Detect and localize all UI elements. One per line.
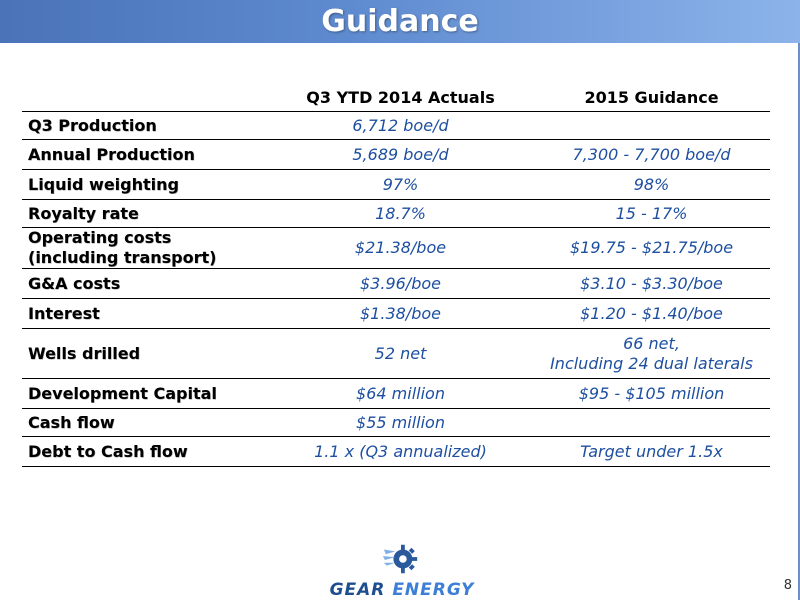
row-label: Annual Production: [22, 139, 268, 170]
guidance-value: 7,300 - 7,700 boe/d: [533, 139, 770, 170]
actuals-value: $21.38/boe: [268, 227, 533, 269]
actuals-value: 5,689 boe/d: [268, 139, 533, 170]
row-label: Wells drilled: [22, 328, 268, 379]
table-header-row: Q3 YTD 2014 Actuals 2015 Guidance: [22, 83, 770, 112]
guidance-value-line: 7,300 - 7,700 boe/d: [572, 144, 731, 164]
row-label-line: (including transport): [28, 248, 217, 267]
table-row: Wells drilled 52 net 66 net, Including 24 d…: [22, 328, 770, 379]
row-label: Operating costs (including transport): [22, 227, 268, 269]
guidance-value-line: Including 24 dual laterals: [550, 353, 753, 373]
slide-title: Guidance: [321, 4, 479, 39]
guidance-value: [533, 111, 770, 140]
guidance-value: $19.75 - $21.75/boe: [533, 227, 770, 269]
table-row: Development Capital $64 million $95 - $105…: [22, 378, 770, 409]
actuals-value: 1.1 x (Q3 annualized): [268, 436, 533, 467]
row-label: Development Capital: [22, 378, 268, 409]
actuals-value: $1.38/boe: [268, 298, 533, 329]
logo-word-gear: GEAR: [329, 580, 386, 600]
row-label: Liquid weighting: [22, 169, 268, 200]
guidance-value: [533, 408, 770, 437]
actuals-value: $64 million: [268, 378, 533, 409]
gear-icon: [382, 544, 418, 574]
table-row: G&A costs $3.96/boe $3.10 - $3.30/boe: [22, 268, 770, 299]
guidance-value: $3.10 - $3.30/boe: [533, 268, 770, 299]
actuals-value-line: 6,712 boe/d: [352, 115, 449, 135]
row-label: Royalty rate: [22, 199, 268, 228]
guidance-value: 15 - 17%: [533, 199, 770, 228]
actuals-value-line: 52 net: [374, 343, 427, 363]
guidance-value-line: 15 - 17%: [615, 203, 688, 223]
actuals-value-line: $21.38/boe: [354, 238, 447, 257]
actuals-value: 97%: [268, 169, 533, 200]
table-row: Debt to Cash flow 1.1 x (Q3 annualized) Ta…: [22, 436, 770, 467]
slide-border: [798, 43, 800, 600]
table-row: Operating costs (including transport) $21.…: [22, 227, 770, 269]
guidance-value-line: $19.75 - $21.75/boe: [569, 238, 734, 257]
actuals-value-line: $64 million: [356, 383, 445, 403]
guidance-value-line: 98%: [633, 174, 670, 194]
table-row: Liquid weighting 97% 98%: [22, 169, 770, 200]
actuals-value-line: 5,689 boe/d: [352, 144, 449, 164]
actuals-value-line: 18.7%: [375, 203, 426, 223]
row-label: Cash flow: [22, 408, 268, 437]
actuals-value-line: $55 million: [356, 412, 445, 432]
table-row: Cash flow $55 million: [22, 408, 770, 437]
header-guidance: 2015 Guidance: [533, 83, 770, 112]
header-label-column: [22, 83, 268, 112]
guidance-value: $95 - $105 million: [533, 378, 770, 409]
row-label: Q3 Production: [22, 111, 268, 140]
guidance-value: 98%: [533, 169, 770, 200]
actuals-value: 52 net: [268, 328, 533, 379]
actuals-value: $55 million: [268, 408, 533, 437]
actuals-value-line: 97%: [382, 174, 419, 194]
logo-wordmark: GEAR ENERGY: [322, 580, 482, 600]
actuals-value: 6,712 boe/d: [268, 111, 533, 140]
actuals-value-line: 1.1 x (Q3 annualized): [314, 441, 487, 461]
page-number: 8: [783, 578, 792, 593]
guidance-value-line: Target under 1.5x: [580, 441, 723, 461]
table-row: Annual Production 5,689 boe/d 7,300 - 7,70…: [22, 139, 770, 170]
actuals-value-line: $3.96/boe: [360, 273, 441, 293]
actuals-value: $3.96/boe: [268, 268, 533, 299]
table-row: Q3 Production 6,712 boe/d: [22, 111, 770, 140]
actuals-value: 18.7%: [268, 199, 533, 228]
company-logo: GEAR ENERGY: [322, 540, 482, 600]
guidance-value-line: $1.20 - $1.40/boe: [580, 303, 723, 323]
row-label: Debt to Cash flow: [22, 436, 268, 467]
table-row: Royalty rate 18.7% 15 - 17%: [22, 199, 770, 228]
header-actuals: Q3 YTD 2014 Actuals: [268, 83, 533, 112]
guidance-table: Q3 YTD 2014 Actuals 2015 Guidance Q3 Pro…: [22, 83, 770, 467]
guidance-value-line: $95 - $105 million: [578, 383, 725, 403]
guidance-value: 66 net, Including 24 dual laterals: [533, 328, 770, 379]
actuals-value-line: $1.38/boe: [360, 303, 441, 323]
logo-word-energy: ENERGY: [392, 580, 475, 600]
guidance-value: Target under 1.5x: [533, 436, 770, 467]
row-label: Interest: [22, 298, 268, 329]
row-label-line: Operating costs: [28, 228, 172, 247]
guidance-value-line: $3.10 - $3.30/boe: [580, 273, 723, 293]
guidance-value-line: 66 net,: [623, 333, 680, 353]
row-label: G&A costs: [22, 268, 268, 299]
guidance-value: $1.20 - $1.40/boe: [533, 298, 770, 329]
title-bar: [0, 0, 800, 43]
table-row: Interest $1.38/boe $1.20 - $1.40/boe: [22, 298, 770, 329]
